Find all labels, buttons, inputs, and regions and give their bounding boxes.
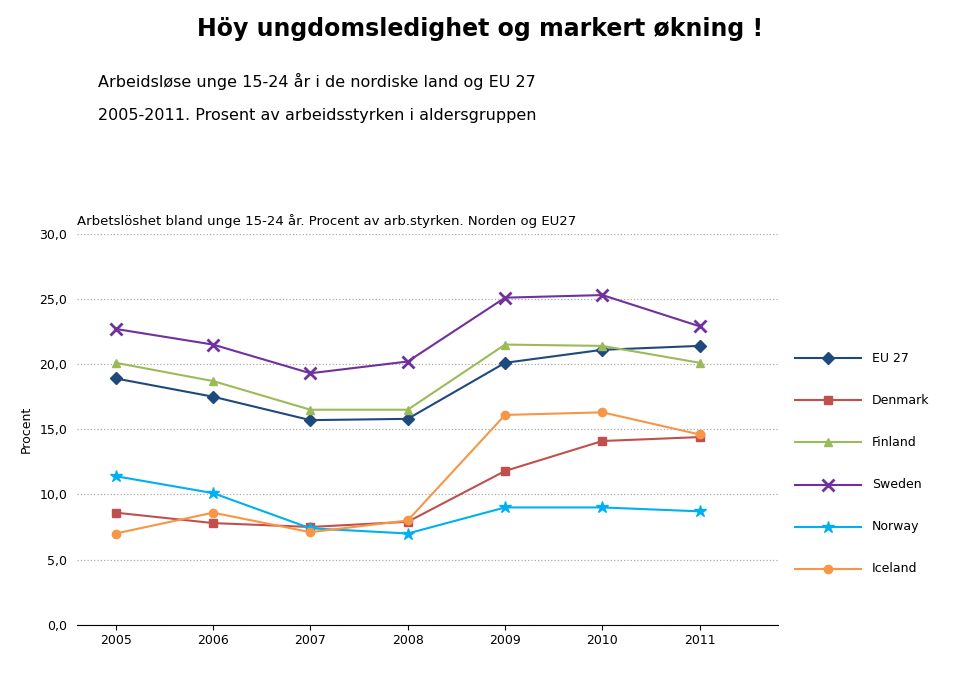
Finland: [207, 377, 219, 385]
Denmark: [304, 523, 316, 531]
Denmark: [694, 433, 706, 441]
Text: Höy ungdomsledighet og markert økning !: Höy ungdomsledighet og markert økning !: [197, 17, 763, 41]
Sweden: [499, 293, 511, 302]
Line: EU 27: EU 27: [111, 342, 704, 424]
Iceland: [499, 410, 511, 419]
Norway: [207, 489, 219, 497]
EU 27: [499, 359, 511, 367]
Denmark: [110, 508, 122, 517]
EU 27: [694, 342, 706, 350]
Text: Bjørn Halvorsen NVC: Bjørn Halvorsen NVC: [398, 667, 562, 681]
Text: Iceland: Iceland: [872, 563, 918, 575]
Sweden: [694, 322, 706, 331]
Denmark: [499, 467, 511, 475]
EU 27: [110, 374, 122, 383]
Finland: [499, 341, 511, 349]
Norway: [402, 529, 414, 537]
EU 27: [207, 392, 219, 401]
Iceland: [596, 408, 608, 417]
Text: 2005-2011. Prosent av arbeidsstyrken i aldersgruppen: 2005-2011. Prosent av arbeidsstyrken i a…: [98, 108, 536, 123]
Text: Finland: Finland: [872, 436, 917, 449]
Iceland: [304, 528, 316, 536]
Text: 7: 7: [914, 668, 922, 681]
Sweden: [110, 325, 122, 333]
Sweden: [207, 341, 219, 349]
Text: 08-04-2013: 08-04-2013: [38, 668, 111, 681]
EU 27: [304, 416, 316, 424]
Iceland: [207, 508, 219, 517]
Norway: [694, 507, 706, 516]
Finland: [596, 342, 608, 350]
Sweden: [304, 369, 316, 378]
Text: Norway: Norway: [872, 520, 920, 533]
Text: EU 27: EU 27: [872, 352, 909, 365]
Text: Arbeidsløse unge 15-24 år i de nordiske land og EU 27: Arbeidsløse unge 15-24 år i de nordiske …: [98, 73, 536, 90]
Iceland: [402, 517, 414, 525]
Iceland: [694, 430, 706, 438]
Finland: [694, 359, 706, 367]
Text: Arbetslöshet bland unge 15-24 år. Procent av arb.styrken. Norden og EU27: Arbetslöshet bland unge 15-24 år. Procen…: [77, 214, 576, 228]
EU 27: [402, 415, 414, 423]
Line: Finland: Finland: [111, 341, 704, 414]
Norway: [304, 524, 316, 533]
Iceland: [110, 529, 122, 537]
Sweden: [402, 357, 414, 366]
EU 27: [596, 346, 608, 354]
Text: Denmark: Denmark: [872, 394, 929, 407]
Sweden: [596, 291, 608, 299]
Line: Sweden: Sweden: [110, 290, 706, 379]
Line: Norway: Norway: [109, 470, 706, 540]
Finland: [304, 406, 316, 414]
Finland: [110, 359, 122, 367]
Norway: [596, 503, 608, 512]
Norway: [499, 503, 511, 512]
Denmark: [207, 519, 219, 527]
Denmark: [402, 518, 414, 526]
Denmark: [596, 437, 608, 445]
Text: Sweden: Sweden: [872, 478, 922, 491]
Line: Denmark: Denmark: [111, 433, 704, 531]
Norway: [110, 472, 122, 480]
Y-axis label: Procent: Procent: [19, 406, 33, 453]
Line: Iceland: Iceland: [111, 408, 704, 537]
Finland: [402, 406, 414, 414]
